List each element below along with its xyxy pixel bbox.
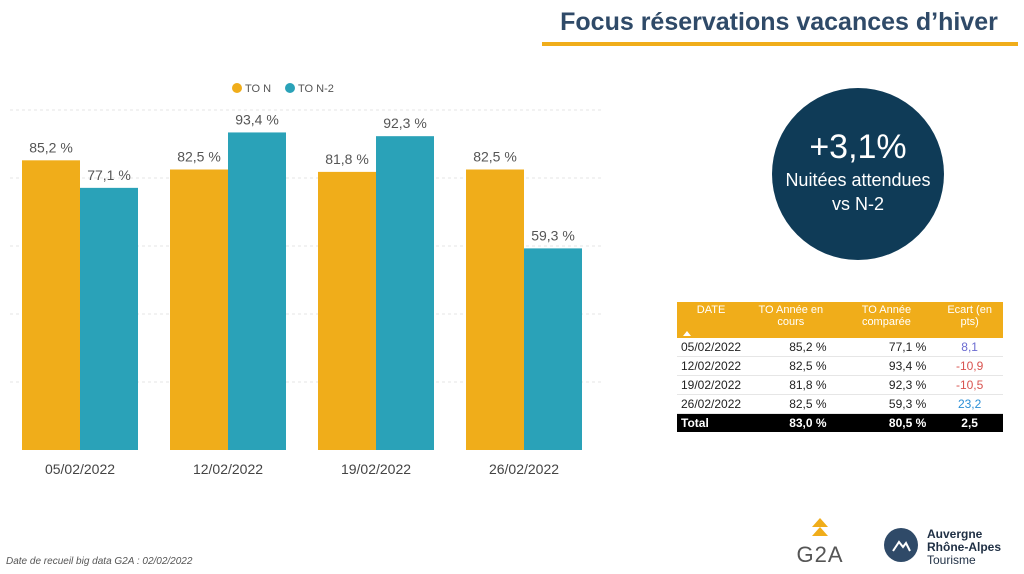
- kpi-label-line1: Nuitées attendues: [785, 170, 931, 190]
- total-current: 83,0 %: [745, 413, 837, 432]
- data-table: DATE TO Année en cours TO Année comparée…: [677, 302, 1003, 432]
- bar: [376, 136, 434, 450]
- total-label: Total: [677, 413, 746, 432]
- cell-current: 81,8 %: [745, 375, 837, 395]
- footnote: Date de recueil big data G2A : 02/02/202…: [6, 556, 193, 567]
- cell-current: 82,5 %: [745, 356, 837, 376]
- bar: [22, 160, 80, 450]
- cell-ecart: -10,9: [936, 356, 1003, 376]
- data-label: 59,3 %: [531, 227, 575, 243]
- g2a-arrows-icon: [812, 518, 828, 536]
- bar: [228, 132, 286, 450]
- data-label: 81,8 %: [325, 151, 369, 167]
- total-compared: 80,5 %: [836, 413, 937, 432]
- legend-label: TO N-2: [298, 83, 334, 95]
- kpi-value: +3,1%: [809, 128, 907, 166]
- legend-label: TO N: [245, 83, 271, 95]
- cell-date: 19/02/2022: [677, 375, 746, 395]
- table-row: 19/02/2022 81,8 % 92,3 % -10,5: [677, 375, 1003, 395]
- table-row: 12/02/2022 82,5 % 93,4 % -10,9: [677, 356, 1003, 376]
- data-label: 92,3 %: [383, 115, 427, 131]
- bar: [170, 169, 228, 450]
- x-tick-label: 26/02/2022: [489, 461, 559, 477]
- table-row: 26/02/2022 82,5 % 59,3 % 23,2: [677, 394, 1003, 414]
- data-label: 93,4 %: [235, 111, 279, 127]
- region-logo-icon: [884, 528, 918, 562]
- data-label: 85,2 %: [29, 139, 73, 155]
- sort-ascending-icon[interactable]: [683, 331, 691, 336]
- data-label: 82,5 %: [473, 149, 517, 165]
- kpi-label-line2: vs N-2: [831, 194, 884, 214]
- column-header-current[interactable]: TO Année en cours: [745, 302, 837, 338]
- data-label: 82,5 %: [177, 149, 221, 165]
- column-header-ecart[interactable]: Ecart (en pts): [936, 302, 1003, 338]
- x-tick-label: 12/02/2022: [193, 461, 263, 477]
- cell-current: 85,2 %: [745, 338, 837, 357]
- cell-compared: 92,3 %: [836, 375, 937, 395]
- cell-current: 82,5 %: [745, 394, 837, 414]
- table-row: 05/02/2022 85,2 % 77,1 % 8,1: [677, 338, 1003, 357]
- cell-compared: 59,3 %: [836, 394, 937, 414]
- cell-ecart: 8,1: [936, 338, 1003, 357]
- cell-date: 26/02/2022: [677, 394, 746, 414]
- title-underline: [542, 42, 1018, 46]
- x-tick-label: 19/02/2022: [341, 461, 411, 477]
- bar: [80, 187, 138, 451]
- cell-date: 12/02/2022: [677, 356, 746, 376]
- g2a-logo-text: G2A: [796, 542, 844, 567]
- region-logo-text: Auvergne Rhône-Alpes Tourisme: [927, 527, 1002, 567]
- legend-marker: [285, 83, 295, 93]
- cell-ecart: -10,5: [936, 375, 1003, 395]
- kpi-circle: +3,1% Nuitées attendues vs N-2: [772, 88, 944, 260]
- total-ecart: 2,5: [936, 413, 1003, 432]
- column-header-compared[interactable]: TO Année comparée: [836, 302, 937, 338]
- g2a-logo: G2A: [786, 518, 854, 568]
- cell-compared: 77,1 %: [836, 338, 937, 357]
- cell-ecart: 23,2: [936, 394, 1003, 414]
- cell-compared: 93,4 %: [836, 356, 937, 376]
- bar: [318, 171, 376, 450]
- cell-date: 05/02/2022: [677, 338, 746, 357]
- legend-marker: [232, 83, 242, 93]
- column-header-date[interactable]: DATE: [677, 302, 746, 338]
- page-title: Focus réservations vacances d’hiver: [560, 8, 998, 36]
- bar: [524, 248, 582, 450]
- bar: [466, 169, 524, 450]
- data-label: 77,1 %: [87, 167, 131, 183]
- x-tick-label: 05/02/2022: [45, 461, 115, 477]
- bar-chart: TO N TO N-2 85,2 % 77,1 % 05/02/2022 82,5 % 93…: [10, 83, 602, 477]
- table-total-row: Total 83,0 % 80,5 % 2,5: [677, 413, 1003, 432]
